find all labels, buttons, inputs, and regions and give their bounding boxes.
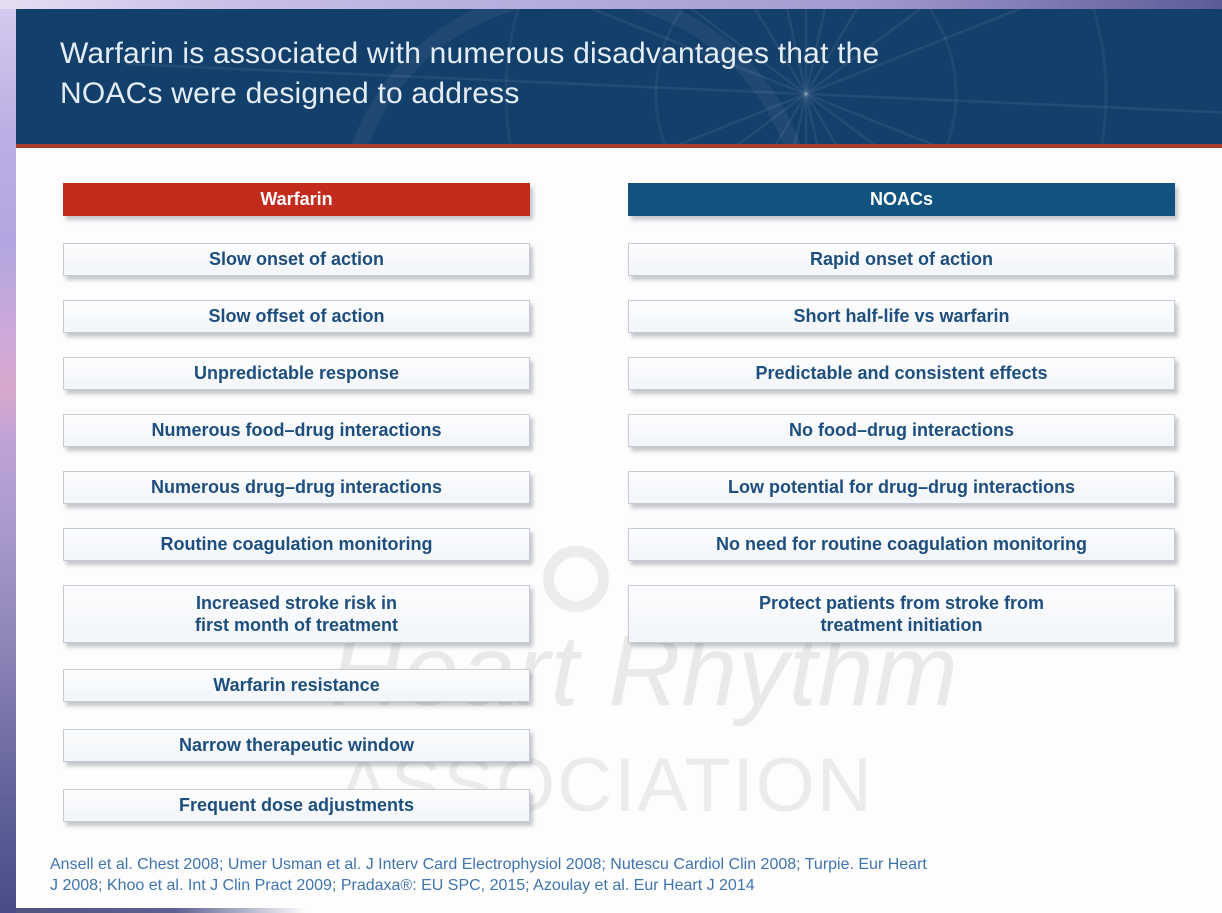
noacs-item: Predictable and consistent effects xyxy=(628,357,1175,390)
top-edge-gradient xyxy=(0,0,1222,9)
warfarin-item: Increased stroke risk in first month of … xyxy=(63,585,530,643)
noacs-item: Protect patients from stroke from treatm… xyxy=(628,585,1175,643)
header-divider xyxy=(16,144,1222,148)
noacs-column-header: NOACs xyxy=(628,183,1175,216)
warfarin-item: Frequent dose adjustments xyxy=(63,789,530,822)
warfarin-column: Warfarin Slow onset of action Slow offse… xyxy=(63,183,530,849)
slide-header-banner: Warfarin is associated with numerous dis… xyxy=(16,9,1222,144)
warfarin-column-header: Warfarin xyxy=(63,183,530,216)
watermark-ring-icon xyxy=(543,546,609,612)
warfarin-item: Warfarin resistance xyxy=(63,669,530,702)
warfarin-item: Narrow therapeutic window xyxy=(63,729,530,762)
warfarin-item: Unpredictable response xyxy=(63,357,530,390)
warfarin-item: Numerous food–drug interactions xyxy=(63,414,530,447)
warfarin-item: Slow onset of action xyxy=(63,243,530,276)
starburst-icon xyxy=(125,9,1222,144)
warfarin-item: Slow offset of action xyxy=(63,300,530,333)
warfarin-item: Routine coagulation monitoring xyxy=(63,528,530,561)
warfarin-item: Numerous drug–drug interactions xyxy=(63,471,530,504)
noacs-item: Rapid onset of action xyxy=(628,243,1175,276)
left-edge-gradient xyxy=(0,9,16,913)
slide-title: Warfarin is associated with numerous dis… xyxy=(60,37,880,110)
references-footnote: Ansell et al. Chest 2008; Umer Usman et … xyxy=(50,856,927,894)
noacs-column: NOACs Rapid onset of action Short half-l… xyxy=(628,183,1175,669)
noacs-item: Short half-life vs warfarin xyxy=(628,300,1175,333)
noacs-item: No food–drug interactions xyxy=(628,414,1175,447)
bottom-left-line xyxy=(16,908,306,913)
noacs-item: Low potential for drug–drug interactions xyxy=(628,471,1175,504)
noacs-item: No need for routine coagulation monitori… xyxy=(628,528,1175,561)
